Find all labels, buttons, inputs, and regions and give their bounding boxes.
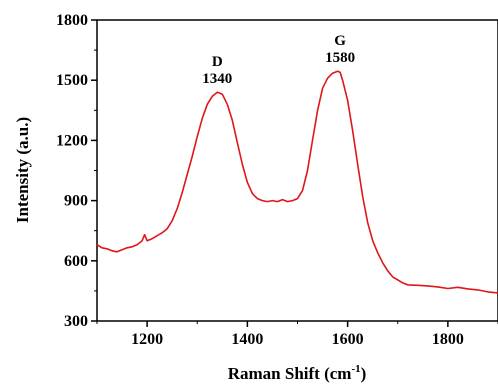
y-axis-ticks: 300 600 900 1200 1500 1800 xyxy=(56,12,97,330)
y-tick-label: 900 xyxy=(64,193,88,210)
x-tick-label: 1200 xyxy=(131,331,163,348)
x-tick-label: 1400 xyxy=(231,331,263,348)
peak-position-label: 1580 xyxy=(325,50,355,66)
y-tick-label: 1800 xyxy=(56,12,88,29)
peak-position-label: 1340 xyxy=(202,71,232,87)
y-tick-label: 1200 xyxy=(56,132,88,149)
x-axis-title-main: Raman Shift (cm xyxy=(228,364,352,383)
spectrum-line xyxy=(96,70,498,294)
x-axis-title: Raman Shift (cm-1) xyxy=(228,363,367,383)
plot-frame xyxy=(96,19,498,322)
y-tick-label: 300 xyxy=(64,313,88,330)
x-tick-label: 1800 xyxy=(432,331,464,348)
y-tick-label: 1500 xyxy=(56,72,88,89)
x-axis-title-superscript: -1 xyxy=(351,363,360,375)
x-axis-ticks: 1200 1400 1600 1800 xyxy=(96,321,498,348)
y-axis-title: Intensity (a.u.) xyxy=(13,117,32,223)
x-tick-label: 1600 xyxy=(332,331,364,348)
peak-label: G xyxy=(334,33,346,49)
peak-label: D xyxy=(212,54,223,70)
x-axis-title-close: ) xyxy=(361,364,367,383)
y-tick-label: 600 xyxy=(64,253,88,270)
